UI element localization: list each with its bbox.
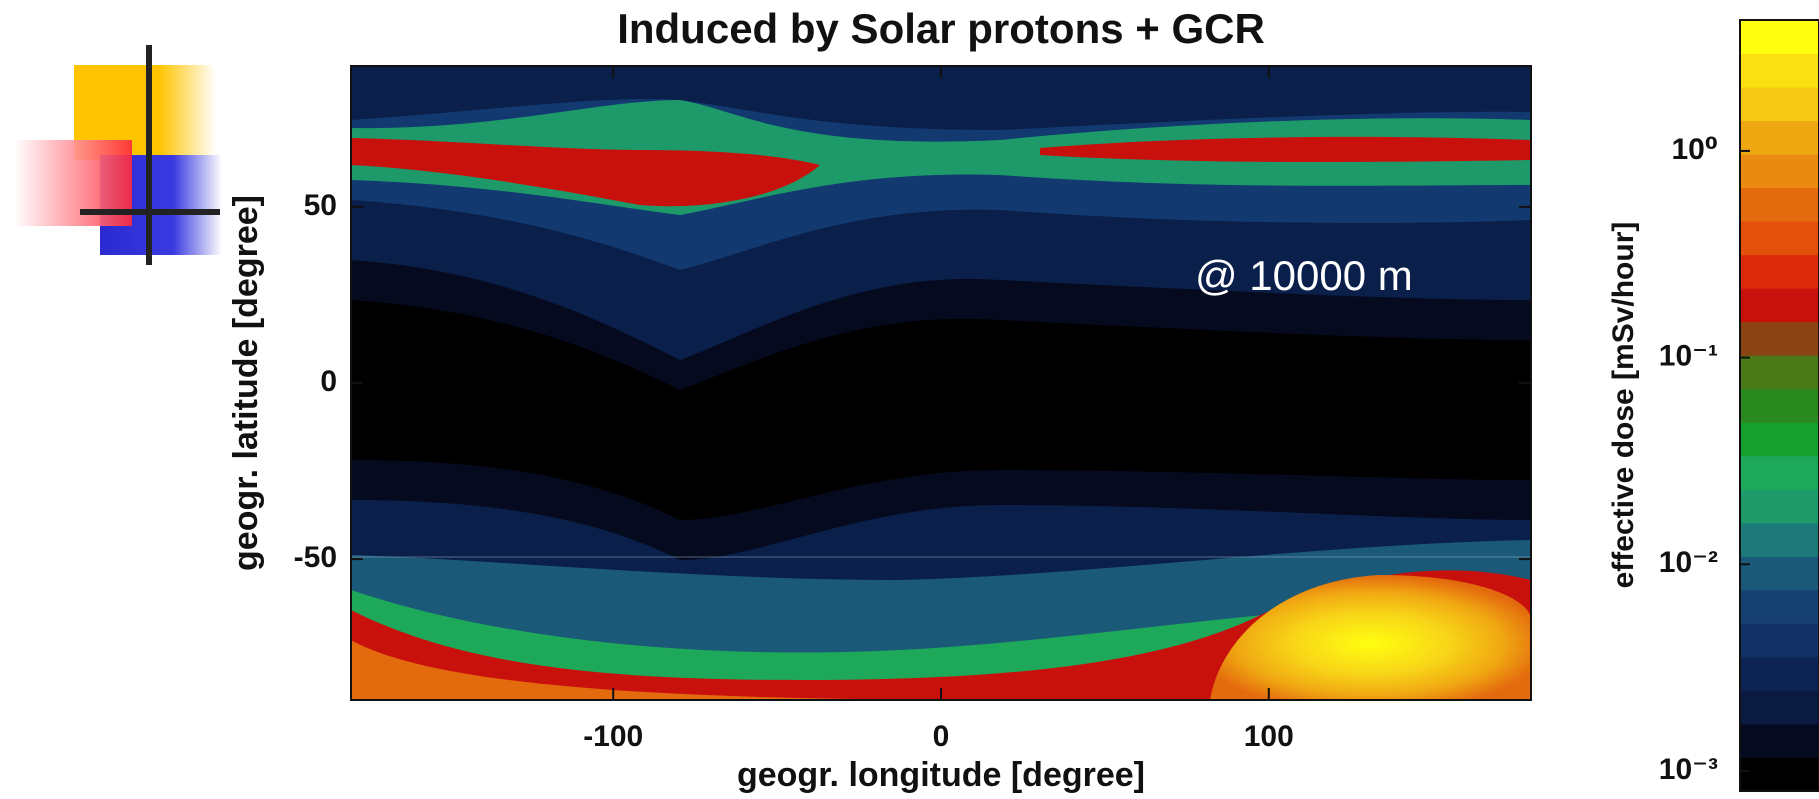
- colorbar-level: [1740, 187, 1819, 222]
- colorbar-border: [1739, 19, 1819, 792]
- y-axis-label: geogr. latitude [degree]: [227, 195, 265, 571]
- colorbar-level: [1740, 388, 1819, 423]
- x-axis-label: geogr. longitude [degree]: [737, 756, 1145, 794]
- colorbar-level: [1740, 623, 1819, 658]
- logo: [14, 45, 222, 265]
- colorbar-level: [1740, 690, 1819, 725]
- colorbar-level: [1740, 20, 1819, 55]
- y-tick-label: 50: [304, 189, 337, 222]
- colorbar-level: [1740, 221, 1819, 256]
- annotation: @ 10000 m: [1195, 252, 1413, 299]
- colorbar-level: [1740, 288, 1819, 323]
- colorbar-level: [1740, 154, 1819, 189]
- colorbar-level: [1740, 522, 1819, 557]
- y-tick-label: 0: [320, 365, 337, 398]
- x-tick-label: 100: [1244, 720, 1294, 753]
- contour-map: [351, 66, 1531, 700]
- colorbar-level: [1740, 422, 1819, 457]
- colorbar-level: [1740, 254, 1819, 289]
- x-tick-label: 0: [933, 720, 950, 753]
- y-tick-label: -50: [294, 541, 337, 574]
- colorbar-tick-label: 10⁰: [1671, 133, 1718, 166]
- colorbar-tick-label: 10⁻²: [1659, 546, 1718, 579]
- colorbar-level: [1740, 455, 1819, 490]
- colorbar-level: [1740, 321, 1819, 356]
- colorbar-level: [1740, 53, 1819, 88]
- colorbar-level: [1740, 556, 1819, 591]
- colorbar-level: [1740, 355, 1819, 390]
- colorbar-tick-label: 10⁻³: [1659, 753, 1718, 786]
- colorbar-level: [1740, 489, 1819, 524]
- chart-title: Induced by Solar protons + GCR: [617, 5, 1265, 52]
- colorbar-level: [1740, 656, 1819, 691]
- colorbar-level: [1740, 723, 1819, 758]
- colorbar-label: effective dose [mSv/hour]: [1607, 222, 1640, 589]
- colorbar-level: [1740, 757, 1819, 792]
- colorbar-tick-label: 10⁻¹: [1659, 340, 1718, 373]
- colorbar-level: [1740, 120, 1819, 155]
- x-tick-label: -100: [583, 720, 643, 753]
- colorbar-level: [1740, 589, 1819, 624]
- colorbar-level: [1740, 87, 1819, 122]
